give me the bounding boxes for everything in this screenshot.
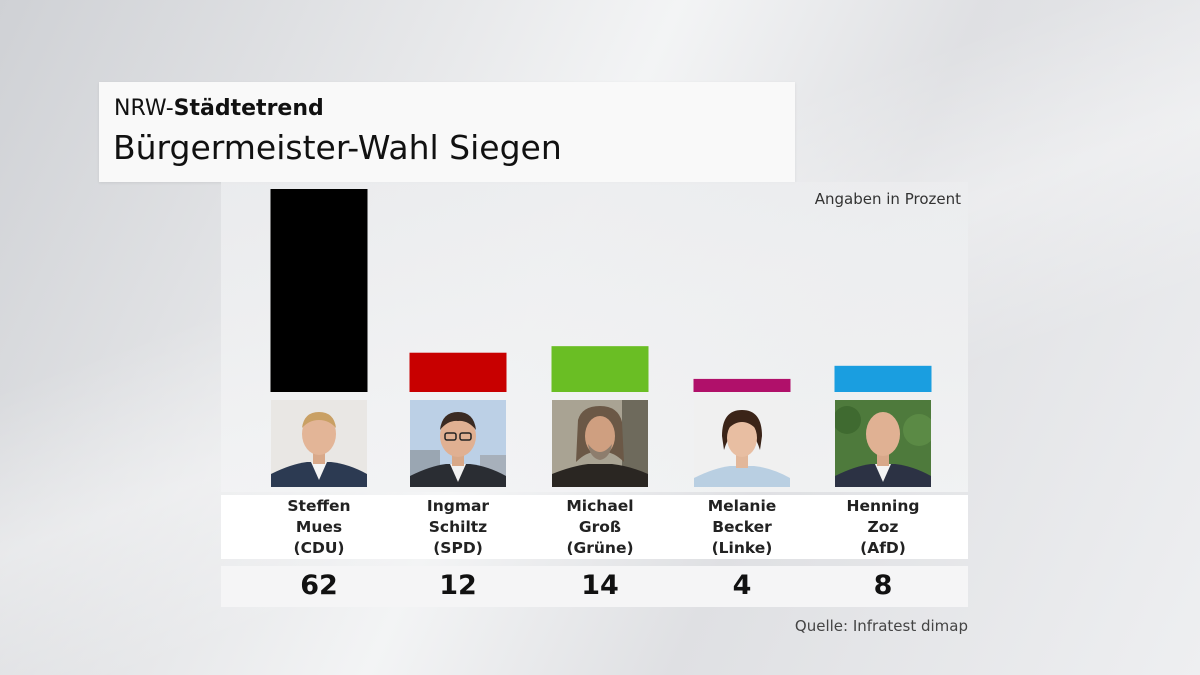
photo-michael-gross <box>552 400 648 487</box>
candidate-first-name: Michael <box>566 497 634 515</box>
kicker: NRW-Städtetrend <box>114 96 324 121</box>
candidate-first-name: Melanie <box>707 497 777 515</box>
candidate-first-name: Henning <box>846 497 920 515</box>
photo-steffen-mues <box>271 400 367 487</box>
photo-ingmar-schiltz <box>410 400 506 487</box>
candidate-label: Steffen Mues (CDU) <box>249 496 389 559</box>
candidate-last-name: Zoz <box>867 518 899 536</box>
title-box: NRW-Städtetrend Bürgermeister-Wahl Siege… <box>99 82 795 182</box>
candidate-label: Ingmar Schiltz (SPD) <box>388 496 528 559</box>
photo-henning-zoz <box>835 400 931 487</box>
candidate-party: (Grüne) <box>566 539 634 557</box>
value-label: 62 <box>300 570 338 601</box>
value-label: 4 <box>732 570 752 601</box>
candidate-party: (Linke) <box>711 539 773 557</box>
candidate-party: (CDU) <box>293 539 345 557</box>
candidate-last-name: Groß <box>578 518 622 536</box>
candidate-first-name: Steffen <box>287 497 351 515</box>
photo-melanie-becker <box>694 400 790 487</box>
names-row <box>221 495 968 559</box>
chart-title: Bürgermeister-Wahl Siegen <box>113 128 562 167</box>
values-row <box>221 566 968 607</box>
candidate-last-name: Schiltz <box>428 518 488 536</box>
candidate-label: Henning Zoz (AfD) <box>813 496 953 559</box>
candidate-label: Michael Groß (Grüne) <box>530 496 670 559</box>
candidate-party: (AfD) <box>860 539 906 557</box>
kicker-bold: Städtetrend <box>173 96 324 121</box>
candidate-party: (SPD) <box>433 539 483 557</box>
source-note: Quelle: Infratest dimap <box>794 617 968 635</box>
candidate-last-name: Mues <box>295 518 343 536</box>
kicker-prefix: NRW- <box>114 96 174 121</box>
candidate-label: Melanie Becker (Linke) <box>672 496 812 559</box>
value-label: 8 <box>873 570 893 601</box>
candidate-first-name: Ingmar <box>426 497 490 515</box>
unit-note: Angaben in Prozent <box>814 190 961 208</box>
value-label: 12 <box>439 570 477 601</box>
value-label: 14 <box>581 570 619 601</box>
candidate-last-name: Becker <box>712 518 772 536</box>
